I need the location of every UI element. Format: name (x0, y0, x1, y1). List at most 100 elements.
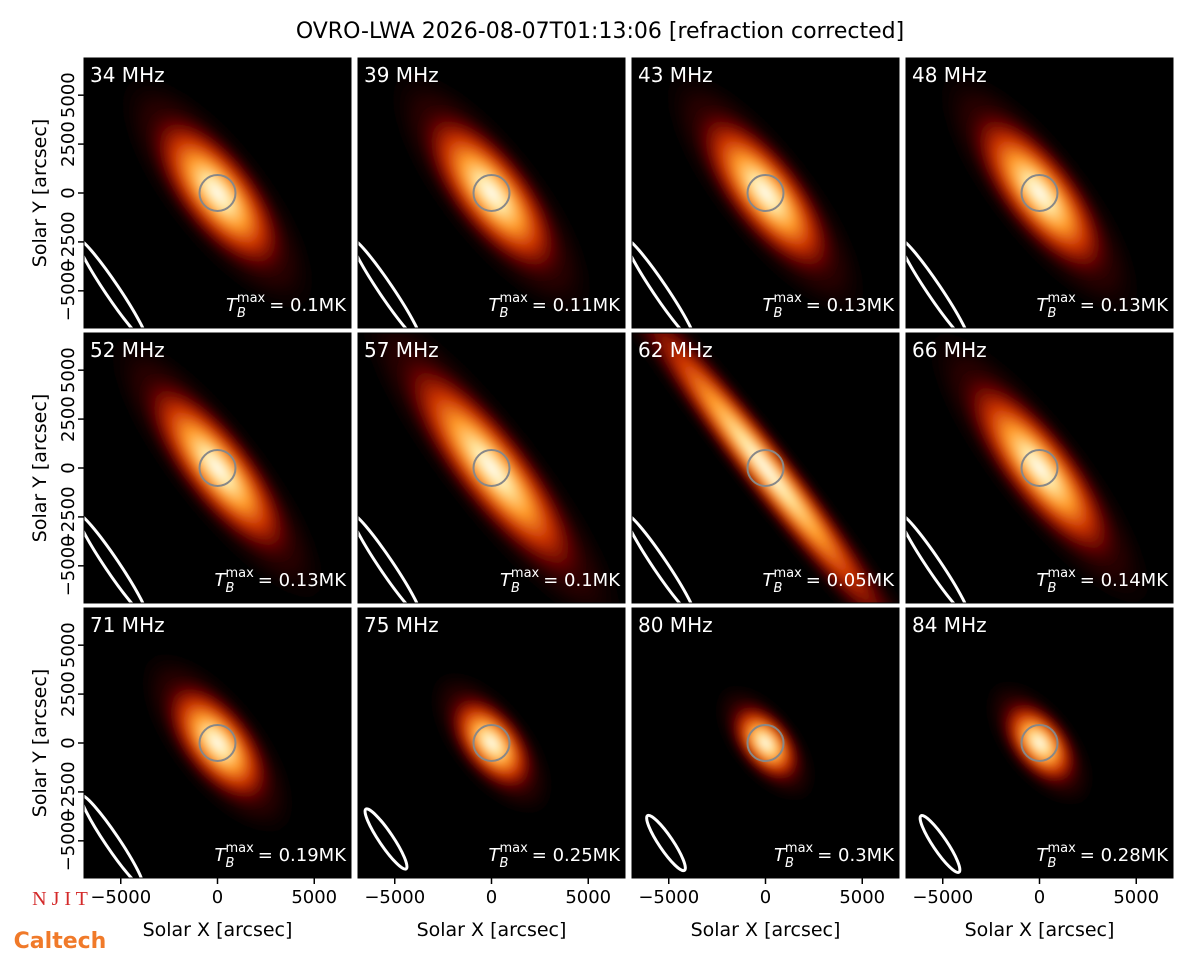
tmax-label: TBmax = 0.1MK (226, 291, 347, 321)
y-tick-label: 0 (58, 462, 79, 473)
beam (84, 236, 149, 328)
frequency-label: 39 MHz (364, 63, 439, 87)
x-tick-label: −5000 (364, 887, 425, 908)
beam (906, 236, 971, 328)
tmax-value: = 0.13MK (1080, 295, 1169, 316)
panel (358, 58, 625, 328)
panel (906, 58, 1173, 328)
tmax-value: = 0.25MK (532, 845, 621, 866)
tmax-symbol: T (1037, 570, 1050, 591)
beam (645, 813, 687, 873)
solar-disk (746, 174, 785, 212)
tmax-sub: B (226, 581, 235, 596)
y-tick-label: 2500 (58, 396, 79, 442)
tmax-sup: max (773, 291, 802, 306)
tmax-value: = 0.1MK (543, 570, 621, 591)
x-axis-label: Solar X [arcsec] (417, 919, 567, 941)
panel (906, 333, 1173, 603)
emission (632, 333, 899, 603)
emission (159, 675, 276, 811)
solar-disk (746, 724, 785, 762)
tmax-label: TBmax = 0.1MK (500, 566, 621, 596)
tmax-symbol: T (1037, 845, 1050, 866)
y-tick-label: −5000 (58, 810, 79, 871)
panel (358, 608, 625, 878)
tmax-label: TBmax = 0.13MK (215, 566, 348, 596)
tmax-sup: max (225, 841, 254, 856)
tmax-value: = 0.13MK (806, 295, 895, 316)
emission (416, 102, 567, 284)
tmax-sup: max (511, 566, 540, 581)
panel (632, 608, 899, 878)
emission (137, 370, 298, 566)
x-axis-label: Solar X [arcsec] (965, 919, 1115, 941)
panel-frame (631, 332, 900, 604)
x-tick-label: 5000 (1113, 887, 1159, 908)
y-tick-label: 0 (58, 187, 79, 198)
panel-frame (357, 57, 626, 329)
y-axis-label: Solar Y [arcsec] (29, 394, 51, 542)
panel-frame (905, 332, 1174, 604)
panel-frame (905, 57, 1174, 329)
tmax-sup: max (1047, 566, 1076, 581)
beam (632, 236, 697, 328)
x-tick-label: −5000 (912, 887, 973, 908)
emission (445, 690, 538, 796)
frequency-label: 66 MHz (912, 338, 987, 362)
tmax-symbol: T (500, 570, 513, 591)
frequency-label: 62 MHz (638, 338, 713, 362)
y-tick-label: −2500 (58, 211, 79, 272)
x-tick-label: −5000 (90, 887, 151, 908)
frequency-label: 84 MHz (912, 613, 987, 637)
frequency-label: 71 MHz (90, 613, 165, 637)
emission (998, 696, 1081, 790)
x-tick-label: 0 (760, 887, 771, 908)
tmax-sup: max (499, 291, 528, 306)
beam (358, 511, 423, 603)
x-tick-label: 5000 (291, 887, 337, 908)
emission (956, 366, 1123, 570)
beam (632, 511, 697, 603)
x-tick-label: −5000 (638, 887, 699, 908)
tmax-sub: B (511, 581, 520, 596)
frequency-label: 48 MHz (912, 63, 987, 87)
tmax-label: TBmax = 0.14MK (1037, 566, 1170, 596)
x-axis-label: Solar X [arcsec] (143, 919, 293, 941)
solar-disk (472, 174, 511, 212)
tmax-sub: B (1048, 306, 1057, 321)
frequency-label: 43 MHz (638, 63, 713, 87)
emission (393, 347, 590, 589)
tmax-value: = 0.13MK (258, 570, 347, 591)
tmax-sub: B (500, 856, 509, 871)
emission (727, 699, 804, 787)
emission (144, 106, 291, 280)
beam (906, 511, 971, 603)
solar-disk (472, 449, 511, 487)
tmax-label: TBmax = 0.05MK (763, 566, 896, 596)
y-tick-label: −5000 (58, 260, 79, 321)
x-axis-label: Solar X [arcsec] (691, 919, 841, 941)
y-tick-label: 2500 (58, 121, 79, 167)
panel (632, 58, 899, 328)
frequency-label: 57 MHz (364, 338, 439, 362)
x-tick-label: 5000 (565, 887, 611, 908)
panel (358, 333, 625, 603)
tmax-sup: max (225, 566, 254, 581)
emission (964, 102, 1115, 284)
tmax-sub: B (500, 306, 509, 321)
y-tick-label: 5000 (58, 622, 79, 668)
y-tick-label: 5000 (58, 72, 79, 118)
tmax-sup: max (237, 291, 266, 306)
panel-frame (357, 332, 626, 604)
frequency-label: 34 MHz (90, 63, 165, 87)
panel (84, 333, 351, 603)
tmax-symbol: T (763, 570, 776, 591)
x-tick-label: 0 (212, 887, 223, 908)
figure-title: OVRO-LWA 2026-08-07T01:13:06 [refraction… (296, 19, 904, 44)
solar-disk (1020, 174, 1059, 212)
logo-caltech: Caltech (14, 929, 107, 954)
x-tick-label: 0 (486, 887, 497, 908)
beam (358, 236, 423, 328)
tmax-sup: max (1047, 841, 1076, 856)
frequency-label: 80 MHz (638, 613, 713, 637)
